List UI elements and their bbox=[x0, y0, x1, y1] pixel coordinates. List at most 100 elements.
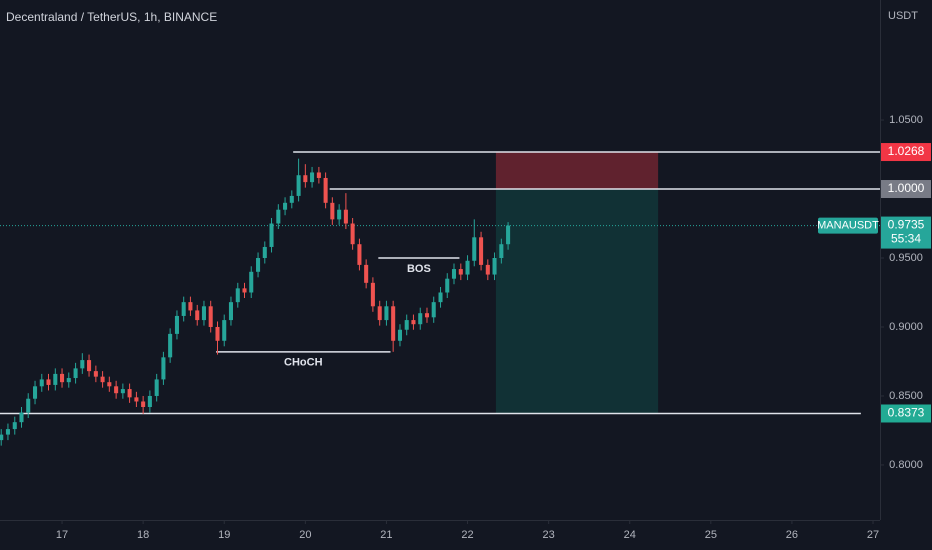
level-tag bbox=[881, 180, 931, 199]
candle-body bbox=[404, 320, 409, 330]
level-tag bbox=[881, 404, 931, 423]
candle-body bbox=[269, 223, 274, 247]
x-tick-label: 25 bbox=[705, 529, 717, 541]
candle-body bbox=[492, 257, 497, 275]
y-tick-label: 0.9000 bbox=[889, 321, 923, 333]
candle-body bbox=[114, 386, 119, 394]
candle-body bbox=[384, 306, 389, 321]
level-label: 1.0268 bbox=[888, 144, 925, 158]
candle-body bbox=[256, 257, 261, 272]
candle-body bbox=[337, 209, 342, 220]
candle-body bbox=[465, 260, 470, 275]
x-tick-label: 19 bbox=[218, 529, 230, 541]
candle-body bbox=[289, 195, 294, 203]
x-tick-label: 18 bbox=[137, 529, 149, 541]
candle-body bbox=[472, 237, 477, 261]
annotation-label: BOS bbox=[407, 263, 431, 275]
candle-body bbox=[141, 401, 146, 408]
level-label: 1.0000 bbox=[888, 181, 925, 195]
candle-body bbox=[201, 306, 206, 321]
y-tick-label: 0.8000 bbox=[889, 459, 923, 471]
candle-body bbox=[228, 302, 233, 321]
symbol-label: MANAUSDT bbox=[817, 219, 879, 231]
candle-body bbox=[506, 225, 511, 245]
candle-body bbox=[39, 379, 44, 387]
candle-body bbox=[107, 382, 112, 387]
candle-body bbox=[222, 320, 227, 341]
current-price-label: 0.9735 bbox=[888, 218, 925, 232]
candle-body bbox=[87, 360, 92, 372]
candle-body bbox=[316, 172, 321, 178]
candle-body bbox=[370, 282, 375, 307]
candle-body bbox=[215, 326, 220, 341]
candle-body bbox=[66, 378, 71, 383]
candle-body bbox=[46, 379, 51, 385]
candle-body bbox=[283, 202, 288, 210]
y-tick-label: 0.8500 bbox=[889, 390, 923, 402]
candle-body bbox=[397, 329, 403, 341]
candle-body bbox=[188, 302, 193, 311]
y-tick-label: 1.0500 bbox=[889, 114, 923, 126]
candle-body bbox=[249, 271, 254, 293]
candle-body bbox=[350, 223, 355, 245]
candle-body bbox=[451, 269, 457, 279]
candle-body bbox=[242, 288, 247, 293]
candle-body bbox=[418, 313, 423, 325]
candle-body bbox=[19, 412, 24, 423]
candle-body bbox=[5, 429, 10, 435]
candle-body bbox=[377, 306, 382, 321]
candle-body bbox=[127, 389, 132, 398]
candle-body bbox=[445, 278, 450, 293]
x-tick-label: 21 bbox=[380, 529, 392, 541]
level-tag bbox=[881, 143, 931, 162]
candle-body bbox=[431, 302, 436, 318]
candle-body bbox=[357, 244, 362, 265]
candle-body bbox=[411, 320, 416, 325]
candle-body bbox=[93, 371, 98, 377]
candle-body bbox=[161, 357, 166, 380]
x-tick-label: 17 bbox=[56, 529, 68, 541]
candle-body bbox=[499, 244, 504, 258]
candle-body bbox=[330, 202, 335, 220]
candle-body bbox=[73, 368, 78, 379]
candle-body bbox=[195, 310, 200, 321]
candle-body bbox=[296, 175, 301, 196]
candle-body bbox=[80, 360, 85, 369]
countdown-label: 55:34 bbox=[891, 232, 921, 246]
candle-body bbox=[26, 398, 31, 413]
x-tick-label: 26 bbox=[786, 529, 798, 541]
candle-body bbox=[100, 376, 105, 383]
y-tick-label: 0.9500 bbox=[889, 252, 923, 264]
candle-body bbox=[479, 237, 484, 265]
target-zone bbox=[495, 189, 659, 414]
current-price-tag bbox=[881, 216, 931, 249]
candle-body bbox=[0, 434, 4, 441]
candle-body bbox=[208, 306, 213, 327]
candle-body bbox=[458, 269, 463, 275]
x-tick-label: 22 bbox=[461, 529, 473, 541]
candle-body bbox=[134, 397, 139, 402]
candle-body bbox=[438, 292, 443, 303]
candle-body bbox=[276, 209, 281, 224]
candle-body bbox=[168, 333, 173, 358]
candle-body bbox=[303, 175, 308, 183]
candle-body bbox=[12, 422, 17, 430]
candle-body bbox=[60, 373, 65, 383]
candle-body bbox=[310, 172, 315, 183]
candle-body bbox=[174, 315, 179, 334]
candle-body bbox=[364, 264, 369, 283]
x-tick-label: 20 bbox=[299, 529, 311, 541]
candle-body bbox=[181, 302, 186, 316]
x-tick-label: 27 bbox=[867, 529, 879, 541]
level-label: 0.8373 bbox=[888, 406, 925, 420]
candle-body bbox=[154, 379, 159, 396]
candle-body bbox=[485, 264, 490, 275]
candle-body bbox=[53, 373, 58, 385]
stop-zone bbox=[495, 152, 659, 190]
candle-body bbox=[147, 395, 152, 408]
axis-label: USDT bbox=[888, 10, 918, 22]
candle-body bbox=[33, 386, 38, 399]
candle-body bbox=[120, 389, 125, 394]
